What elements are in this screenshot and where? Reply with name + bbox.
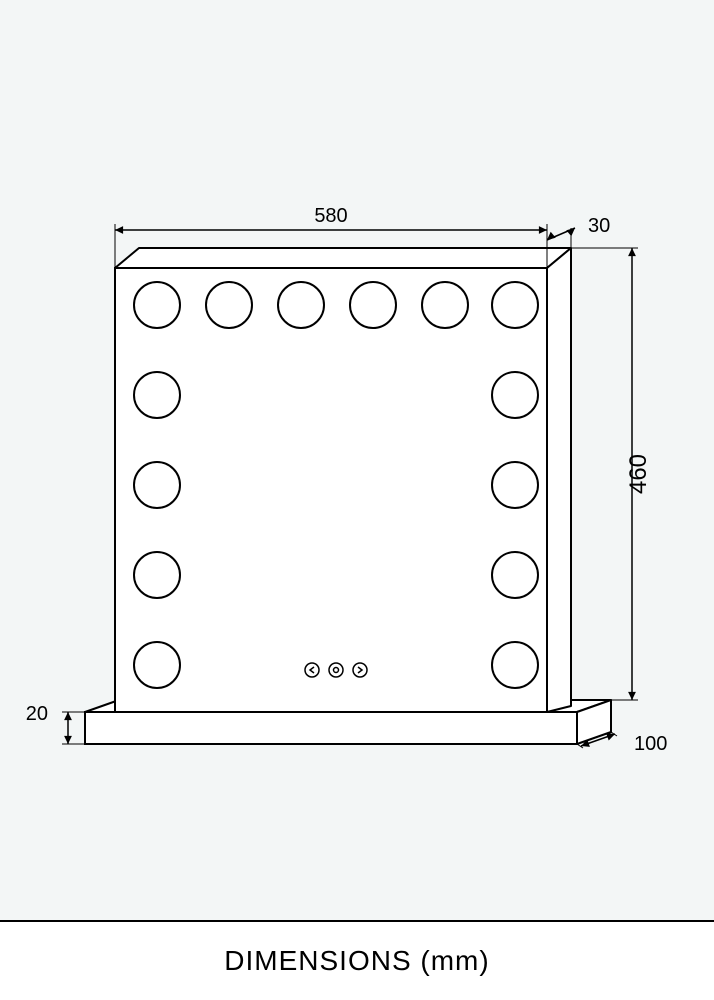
dimension-drawing: 580 30 460 100 20 (0, 0, 714, 920)
svg-text:580: 580 (314, 205, 347, 227)
svg-text:30: 30 (588, 215, 610, 237)
footer-label: DIMENSIONS (mm) (224, 945, 489, 977)
svg-text:100: 100 (634, 733, 667, 755)
footer-bar: DIMENSIONS (mm) (0, 920, 714, 1000)
svg-text:20: 20 (26, 703, 48, 725)
svg-text:460: 460 (625, 454, 652, 494)
diagram-canvas: 580 30 460 100 20 DIMENSIONS (mm) (0, 0, 714, 1000)
